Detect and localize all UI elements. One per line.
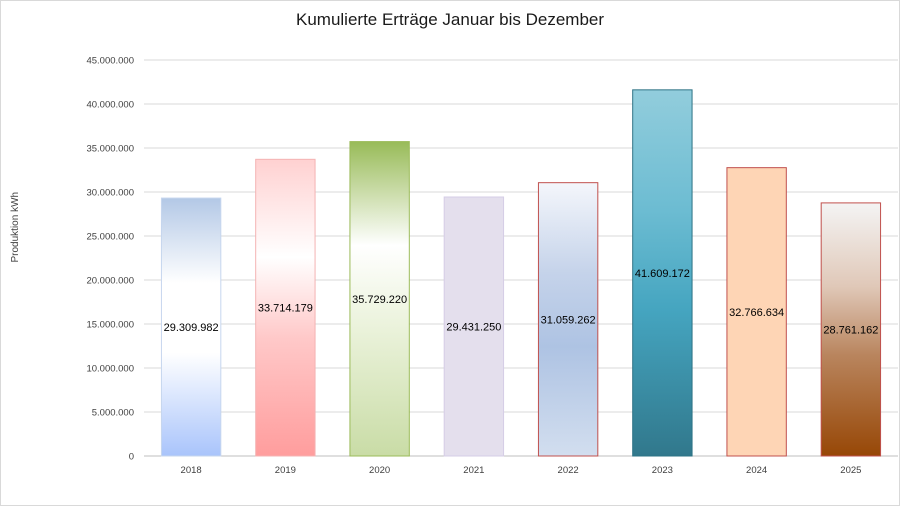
x-tick-label: 2024 <box>746 465 767 476</box>
data-label: 41.609.172 <box>635 268 690 280</box>
bar <box>820 202 882 457</box>
x-tick-label: 2022 <box>558 465 579 476</box>
bar <box>349 141 410 457</box>
y-tick-label: 5.000.000 <box>92 408 134 419</box>
bar <box>160 197 222 457</box>
bar <box>537 182 599 457</box>
data-label: 32.766.634 <box>729 307 784 319</box>
x-tick-label: 2020 <box>369 465 390 476</box>
y-tick-label: 25.000.000 <box>86 232 134 243</box>
bar <box>726 167 787 457</box>
y-tick-labels: 0 5.000.000 10.000.000 15.000.000 20.000.000… <box>86 56 134 463</box>
y-tick-label: 15.000.000 <box>86 320 134 331</box>
data-label: 31.059.262 <box>541 314 596 326</box>
x-tick-label: 2018 <box>181 465 202 476</box>
x-tick-label: 2023 <box>652 465 673 476</box>
x-tick-label: 2025 <box>840 465 861 476</box>
x-tick-labels: 2018 2019 2020 2021 2022 2023 2024 2025 <box>181 465 862 476</box>
value-labels: 29.309.982 33.714.179 35.729.220 29.431.250… <box>164 268 879 337</box>
y-tick-label: 20.000.000 <box>86 276 134 287</box>
y-tick-label: 40.000.000 <box>86 100 134 111</box>
x-tick-label: 2021 <box>463 465 484 476</box>
x-tick-label: 2019 <box>275 465 296 476</box>
data-label: 33.714.179 <box>258 303 313 315</box>
y-tick-label: 10.000.000 <box>86 364 134 375</box>
data-label: 29.431.250 <box>446 322 501 334</box>
y-tick-label: 0 <box>129 452 134 463</box>
data-label: 29.309.982 <box>164 322 219 334</box>
bars <box>160 89 882 457</box>
data-label: 35.729.220 <box>352 294 407 306</box>
data-label: 28.761.162 <box>823 324 878 336</box>
bar <box>632 89 693 457</box>
y-tick-label: 45.000.000 <box>86 56 134 67</box>
y-tick-label: 30.000.000 <box>86 188 134 199</box>
bar <box>443 196 505 457</box>
bar <box>255 158 316 457</box>
y-tick-label: 35.000.000 <box>86 144 134 155</box>
chart-title: Kumulierte Erträge Januar bis Dezember <box>295 10 605 29</box>
